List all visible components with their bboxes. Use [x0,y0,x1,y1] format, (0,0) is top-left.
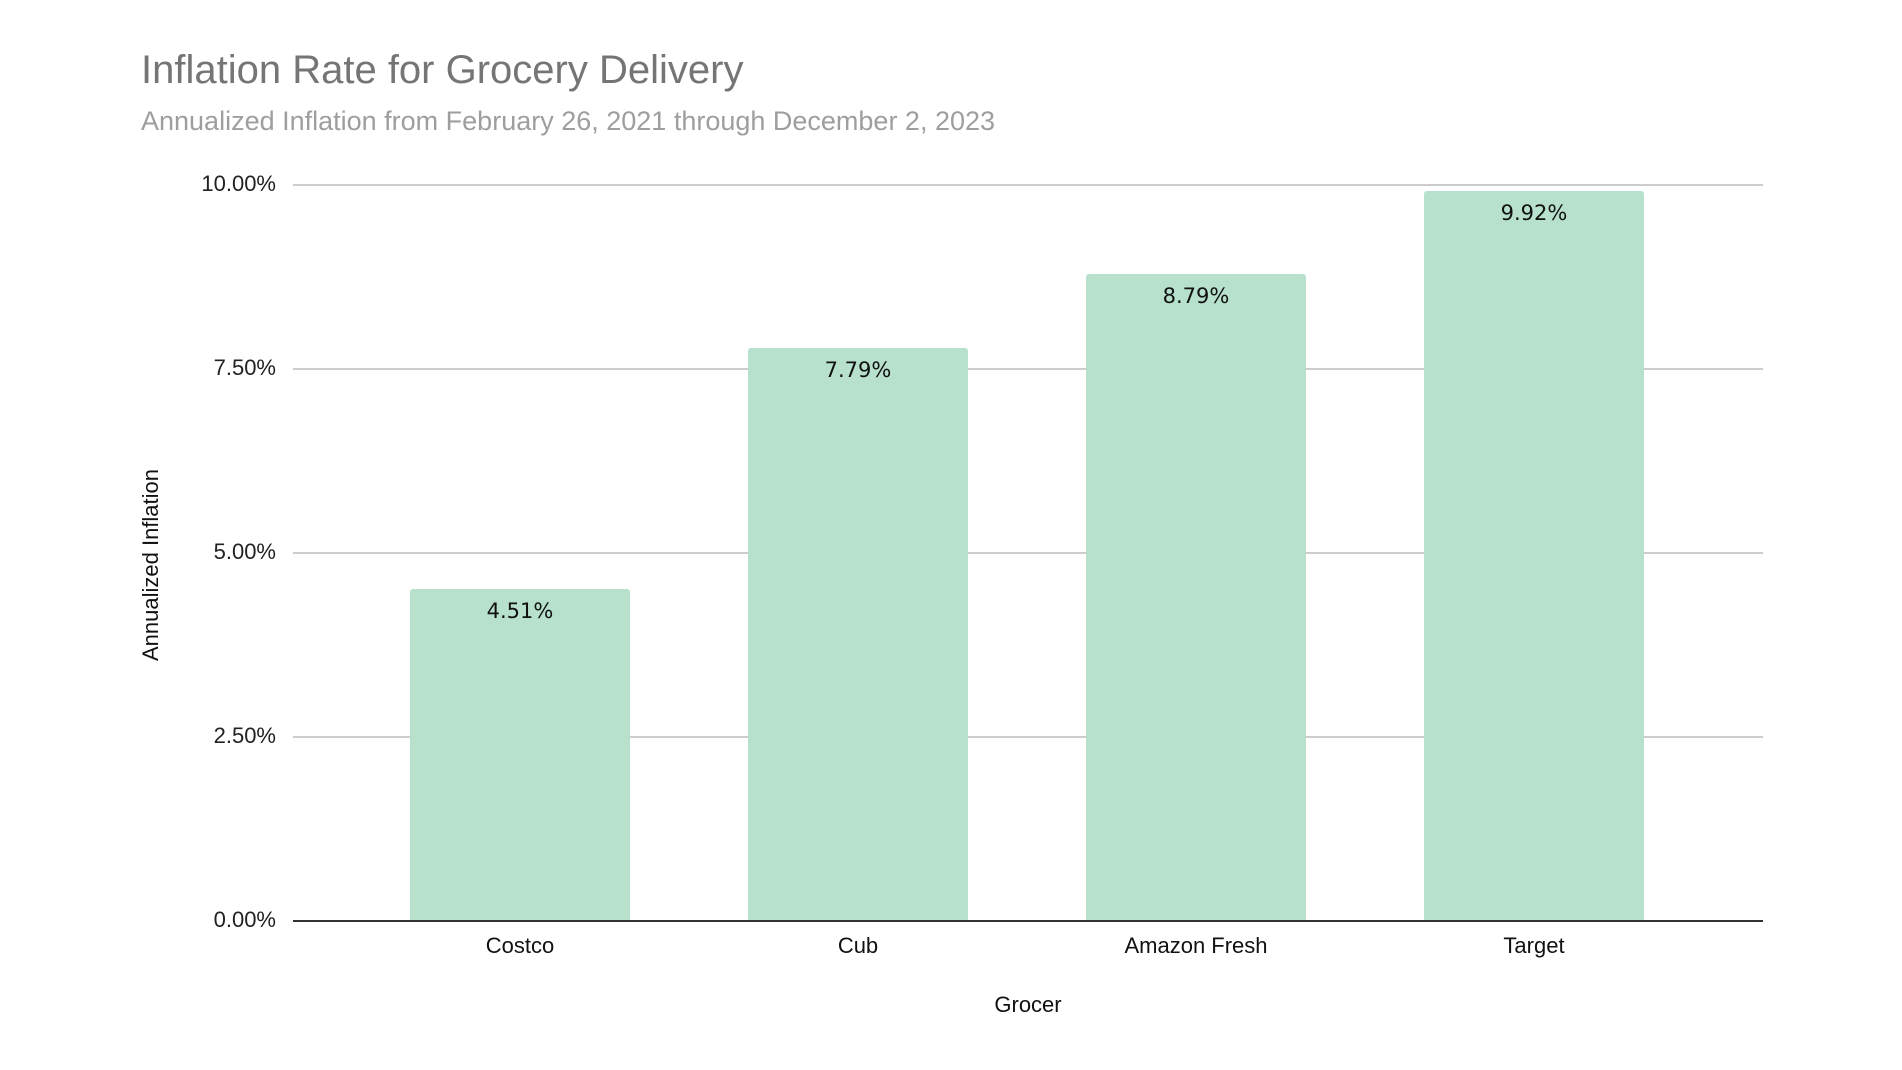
bar-costco[interactable]: 4.51% [410,589,630,921]
data-label: 9.92% [1500,201,1568,225]
x-tick-label: Cub [837,933,879,958]
gridline-5 [293,552,1763,554]
data-label: 7.79% [824,358,892,382]
chart-subtitle: Annualized Inflation from February 26, 2… [141,106,996,136]
plot-area: 10.00% 7.50% 5.00% 2.50% 0.00% 4.51% 7.7… [201,172,1763,932]
gridline-7-5 [293,368,1763,370]
y-tick-label: 10.00% [201,171,276,196]
bar-amazon-fresh[interactable]: 8.79% [1086,274,1306,921]
y-tick-label: 2.50% [213,723,276,748]
x-tick-label: Amazon Fresh [1124,933,1268,958]
data-label: 4.51% [486,599,554,623]
x-tick-label: Target [1503,933,1565,958]
x-axis-title: Grocer [994,992,1062,1017]
chart-title: Inflation Rate for Grocery Delivery [141,48,744,92]
x-tick-label: Costco [485,933,555,958]
y-tick-label: 5.00% [213,539,276,564]
bar-cub[interactable]: 7.79% [748,348,968,921]
x-axis-line [293,920,1763,922]
bar-target[interactable]: 9.92% [1424,191,1644,921]
y-axis-title: Annualized Inflation [138,468,163,662]
gridline-2-5 [293,736,1763,738]
data-label: 8.79% [1162,284,1230,308]
y-tick-label: 0.00% [213,907,276,932]
y-tick-label: 7.50% [213,355,276,380]
gridline-10 [293,184,1763,186]
